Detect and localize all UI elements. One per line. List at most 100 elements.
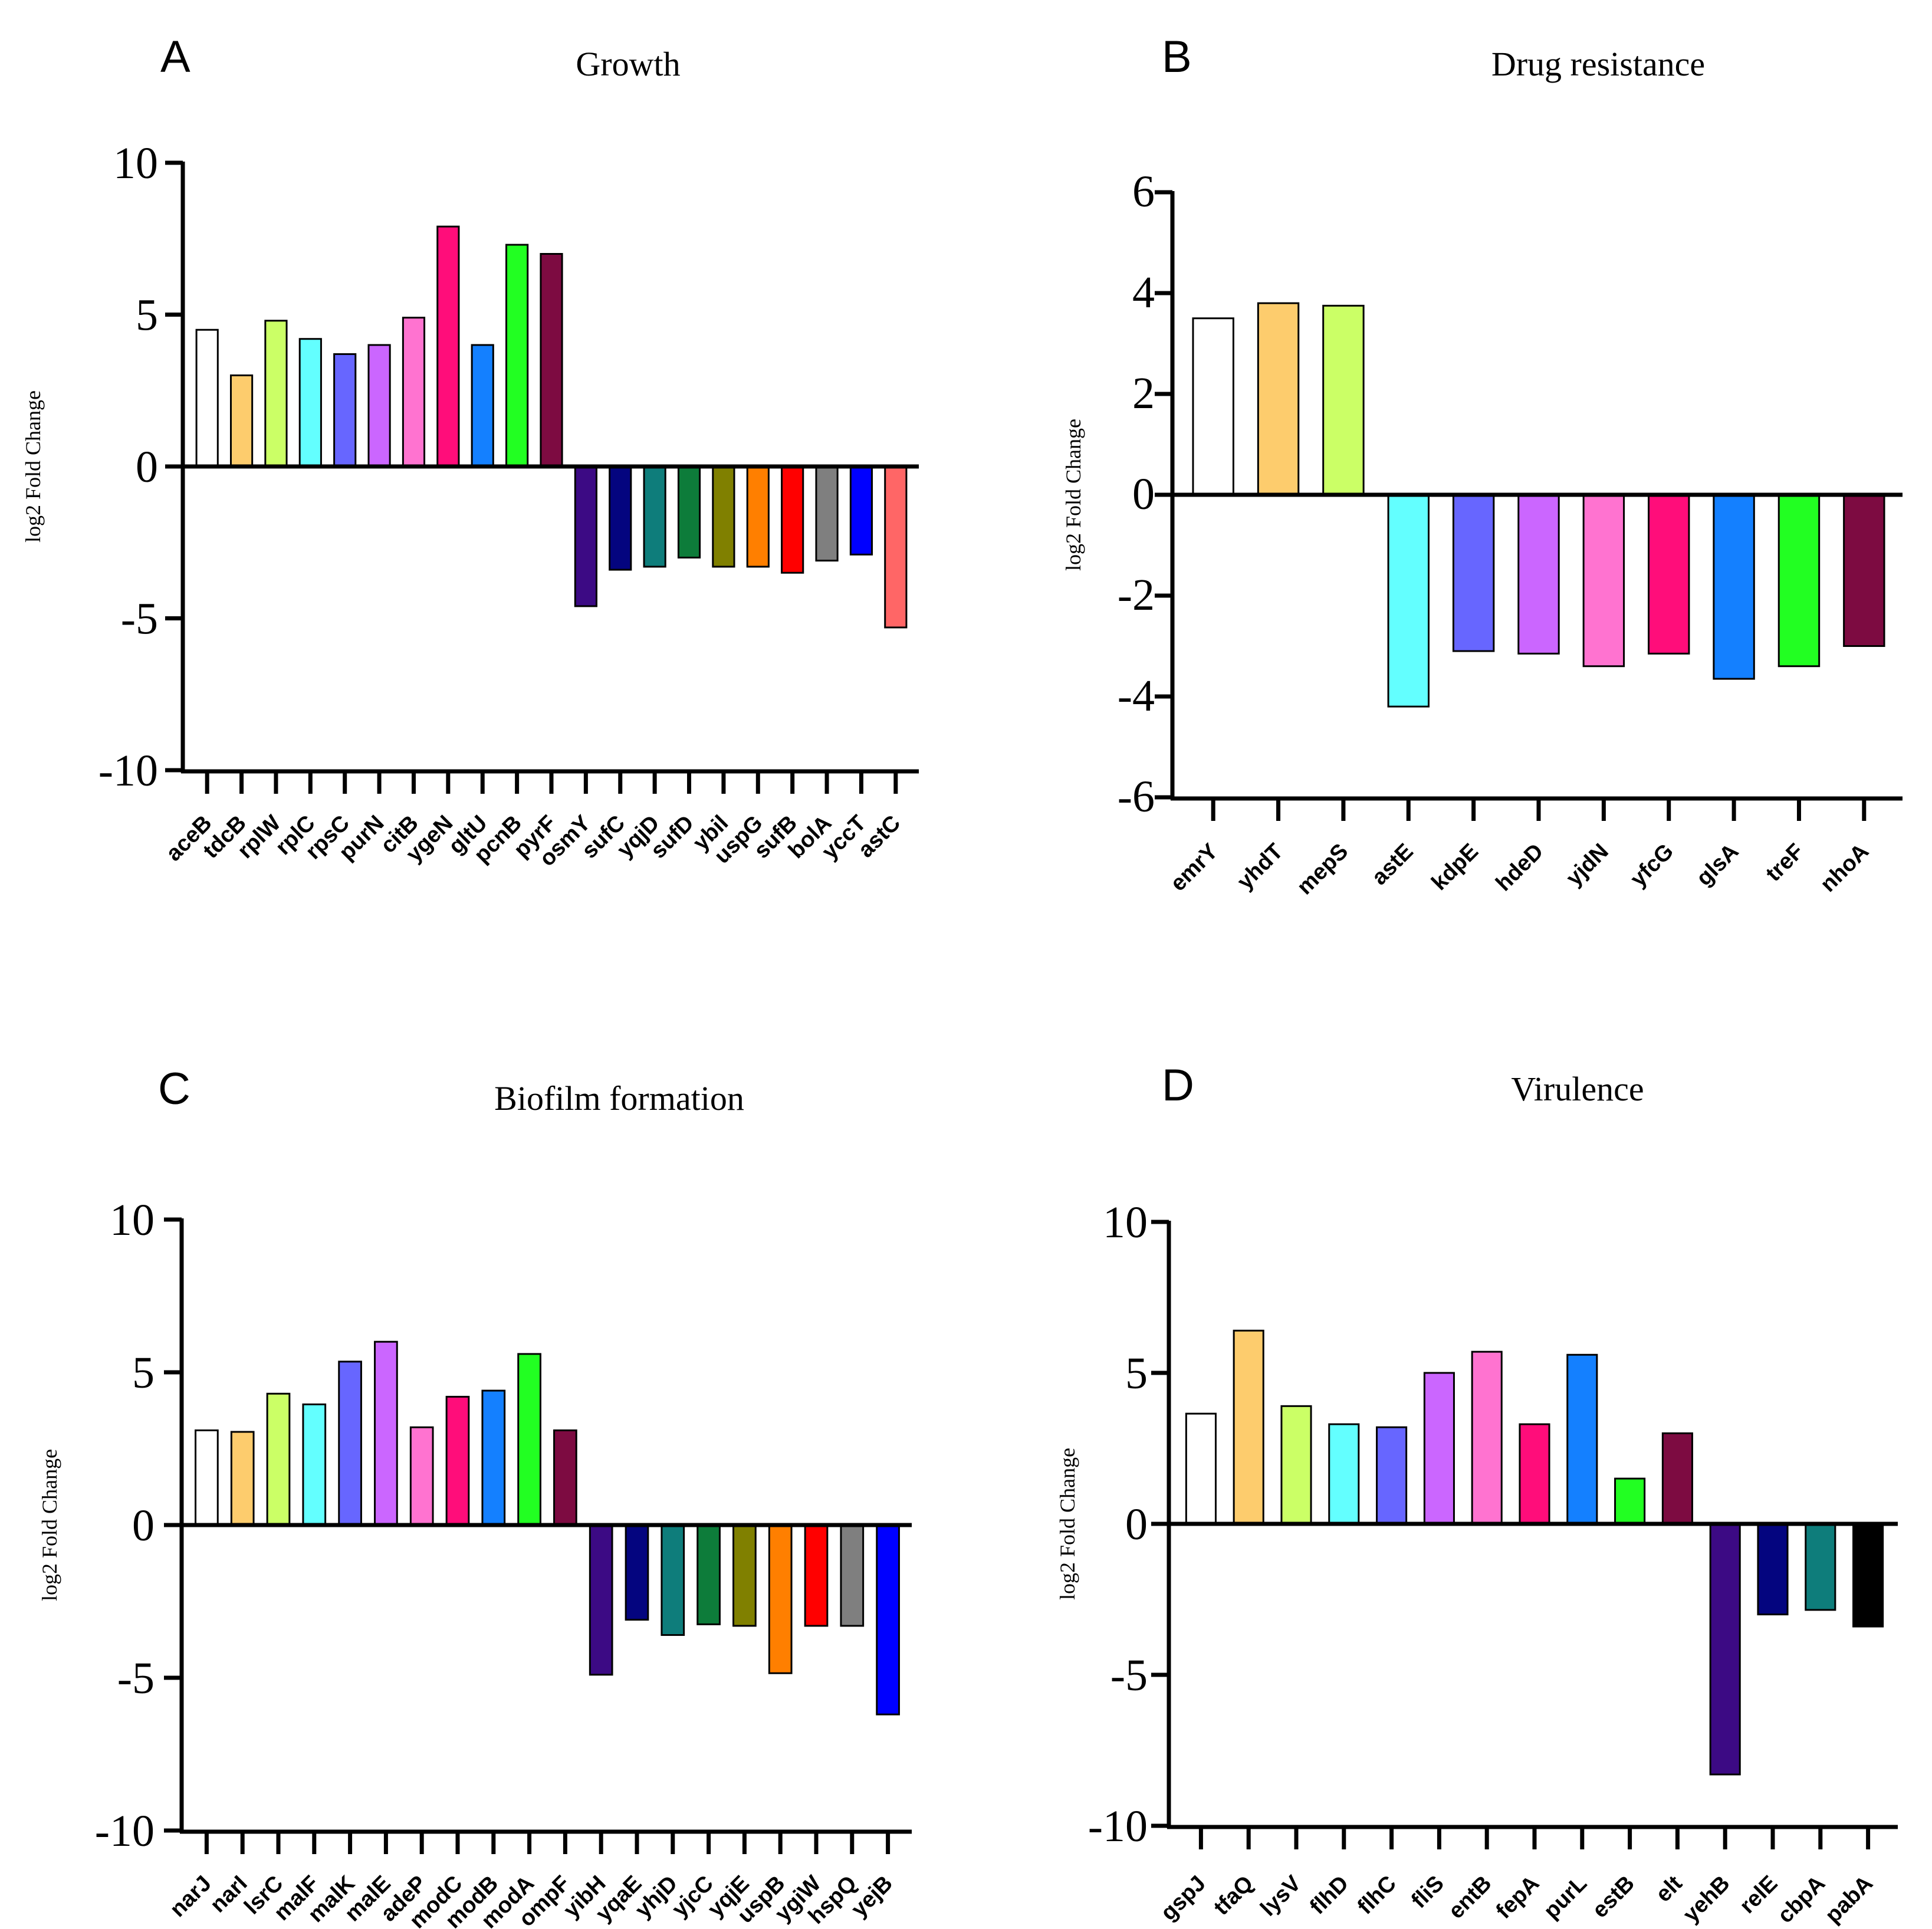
bar-yehB [1709,1523,1741,1776]
y-tick-label: 0 [132,1501,155,1550]
bar-yejB [876,1524,900,1716]
bar-tfaQ [1233,1329,1264,1525]
y-tick-label: 10 [113,139,158,188]
bar-emrY [1192,317,1234,496]
bar-hdeD [1517,494,1560,655]
bar-fliS [1423,1372,1455,1525]
bar-mepS [1322,304,1365,496]
chart-title-d: Virulence [1511,1070,1644,1108]
bar-sufB [781,465,804,574]
bar-flhC [1376,1426,1408,1525]
panel-letter-c: C [158,1064,190,1114]
bar-yqjD [643,465,666,568]
bar-pyrF [540,253,563,468]
bar-estB [1614,1477,1646,1525]
panel-letter-a: A [160,32,190,82]
bar-yjdN [1582,494,1625,668]
panel-letter-d: D [1162,1060,1194,1110]
y-axis-label-d: log2 Fold Change [1056,1448,1079,1600]
y-tick-label: 10 [110,1195,155,1245]
bar-entB [1471,1350,1503,1525]
bar-bolA [815,465,839,562]
bar-yjcC [696,1524,721,1625]
y-tick-label: 5 [1125,1349,1148,1398]
bar-treF [1777,494,1821,668]
bar-lsrC [266,1392,291,1526]
bar-tdcB [229,374,254,468]
bar-rplW [264,320,288,468]
bar-malF [302,1403,327,1526]
y-tick-label: -10 [95,1806,155,1856]
bar-purN [367,344,391,468]
bar-kdpE [1452,494,1495,652]
bar-sufC [609,465,632,571]
bar-malK [338,1361,362,1526]
bar-nhoA [1843,494,1885,647]
bar-lysV [1280,1405,1312,1525]
panel-c: C Biofilm formation log2 Fold Change 10 5 0 -5… [38,1064,912,1929]
y-tick-label: 10 [1103,1198,1148,1247]
bar-fepA [1519,1423,1550,1525]
bar-yqjE [732,1524,757,1627]
y-tick-label: -4 [1118,671,1155,721]
bar-flhD [1328,1423,1360,1525]
bar-rpsC [333,353,357,468]
y-tick-label: -5 [117,1654,155,1703]
bar-narI [230,1431,255,1526]
bar-elt [1661,1432,1693,1525]
y-tick-label: -10 [1088,1802,1148,1851]
bar-citB [402,317,426,468]
bar-relE [1757,1523,1789,1616]
bar-rplC [298,338,322,468]
bar-gspJ [1185,1412,1217,1525]
bar-astE [1387,494,1430,708]
chart-title-b: Drug resistance [1491,45,1705,83]
bar-yccT [849,465,873,556]
bar-gltU [471,344,494,468]
y-tick-label: 0 [1125,1500,1148,1549]
bar-pabA [1852,1523,1884,1628]
bar-pcnB [505,244,529,468]
y-tick-label: 6 [1132,167,1155,216]
bar-uspB [768,1524,793,1674]
y-axis-label-c: log2 Fold Change [38,1449,61,1601]
bar-yfcG [1648,494,1690,655]
y-tick-label: 2 [1132,369,1155,418]
bar-yhdT [1257,302,1300,496]
y-tick-label: 5 [136,290,158,340]
y-tick-label: -6 [1118,772,1155,821]
y-tick-label: -2 [1118,570,1155,620]
bar-yibH [589,1524,613,1676]
bar-glsA [1713,494,1755,680]
y-tick-label: -5 [1110,1651,1148,1700]
y-tick-label: 0 [136,442,158,492]
y-axis-label-b: log2 Fold Change [1062,419,1085,571]
bar-modB [481,1389,506,1526]
y-tick-label: 4 [1132,268,1155,317]
bar-ygeN [436,225,460,468]
bar-ygiW [804,1524,829,1627]
bar-ybil [712,465,735,568]
y-tick-label: -5 [121,594,158,643]
bar-adeP [409,1426,434,1526]
bar-modC [445,1395,470,1526]
y-tick-label: -10 [98,746,158,796]
chart-title-a: Growth [576,45,680,83]
bar-hspQ [840,1524,865,1627]
bar-purL [1566,1353,1598,1525]
bar-yhjD [661,1524,685,1636]
bar-osmY [574,465,597,607]
y-tick-label: 0 [1132,469,1155,519]
bar-narJ [195,1429,219,1526]
chart-title-c: Biofilm formation [494,1079,744,1118]
bar-uspG [746,465,770,568]
y-axis-label-a: log2 Fold Change [21,390,45,543]
bar-sufD [677,465,701,558]
bar-cbpA [1805,1523,1836,1611]
bar-modA [517,1353,541,1526]
bar-aceB [195,328,219,468]
